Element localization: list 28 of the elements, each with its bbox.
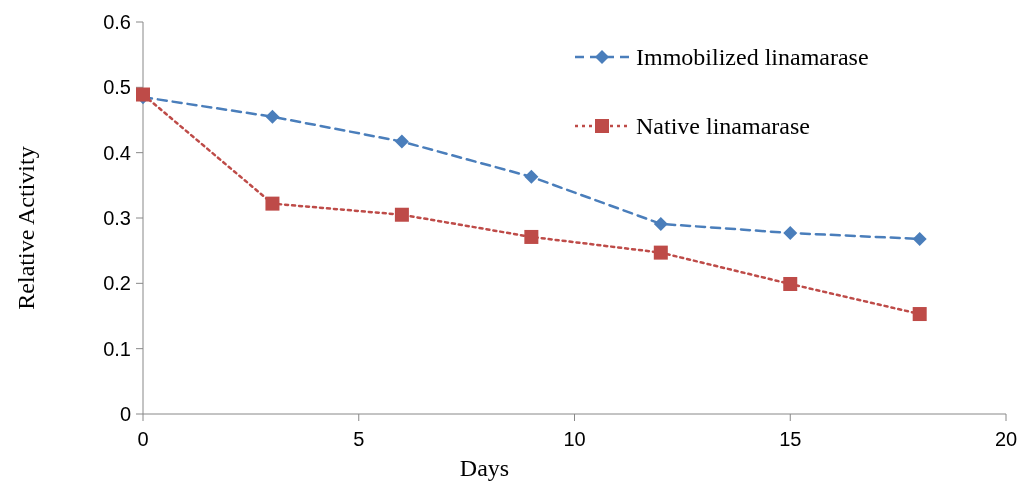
- point: [524, 169, 539, 184]
- y-tick-label: 0.6: [103, 11, 131, 33]
- x-tick-label: 0: [137, 428, 149, 450]
- y-tick-label: 0.5: [103, 76, 131, 99]
- point: [653, 216, 668, 231]
- point: [783, 276, 798, 291]
- point: [783, 226, 798, 241]
- y-tick-label: 0.4: [103, 141, 131, 164]
- x-tick-label: 5: [353, 428, 365, 450]
- point: [265, 109, 280, 124]
- legend-label: Immobilized linamarase: [636, 44, 869, 71]
- point: [394, 134, 409, 149]
- y-tick-label: 0.1: [103, 337, 131, 360]
- x-tick-label: 20: [994, 428, 1018, 450]
- y-tick-label: 0: [119, 403, 131, 425]
- y-tick-label: 0.2: [103, 272, 131, 295]
- point: [653, 245, 668, 260]
- point: [912, 231, 927, 246]
- point: [524, 229, 539, 244]
- point: [265, 196, 280, 211]
- point: [394, 207, 409, 222]
- point: [912, 307, 927, 322]
- y-axis-title: Relative Activity: [13, 146, 39, 310]
- legend-label: Native linamarase: [636, 113, 810, 140]
- x-tick-label: 10: [563, 428, 586, 450]
- x-axis-title: Days: [459, 455, 510, 481]
- y-tick-label: 0.3: [103, 207, 131, 229]
- x-tick-label: 15: [779, 428, 802, 450]
